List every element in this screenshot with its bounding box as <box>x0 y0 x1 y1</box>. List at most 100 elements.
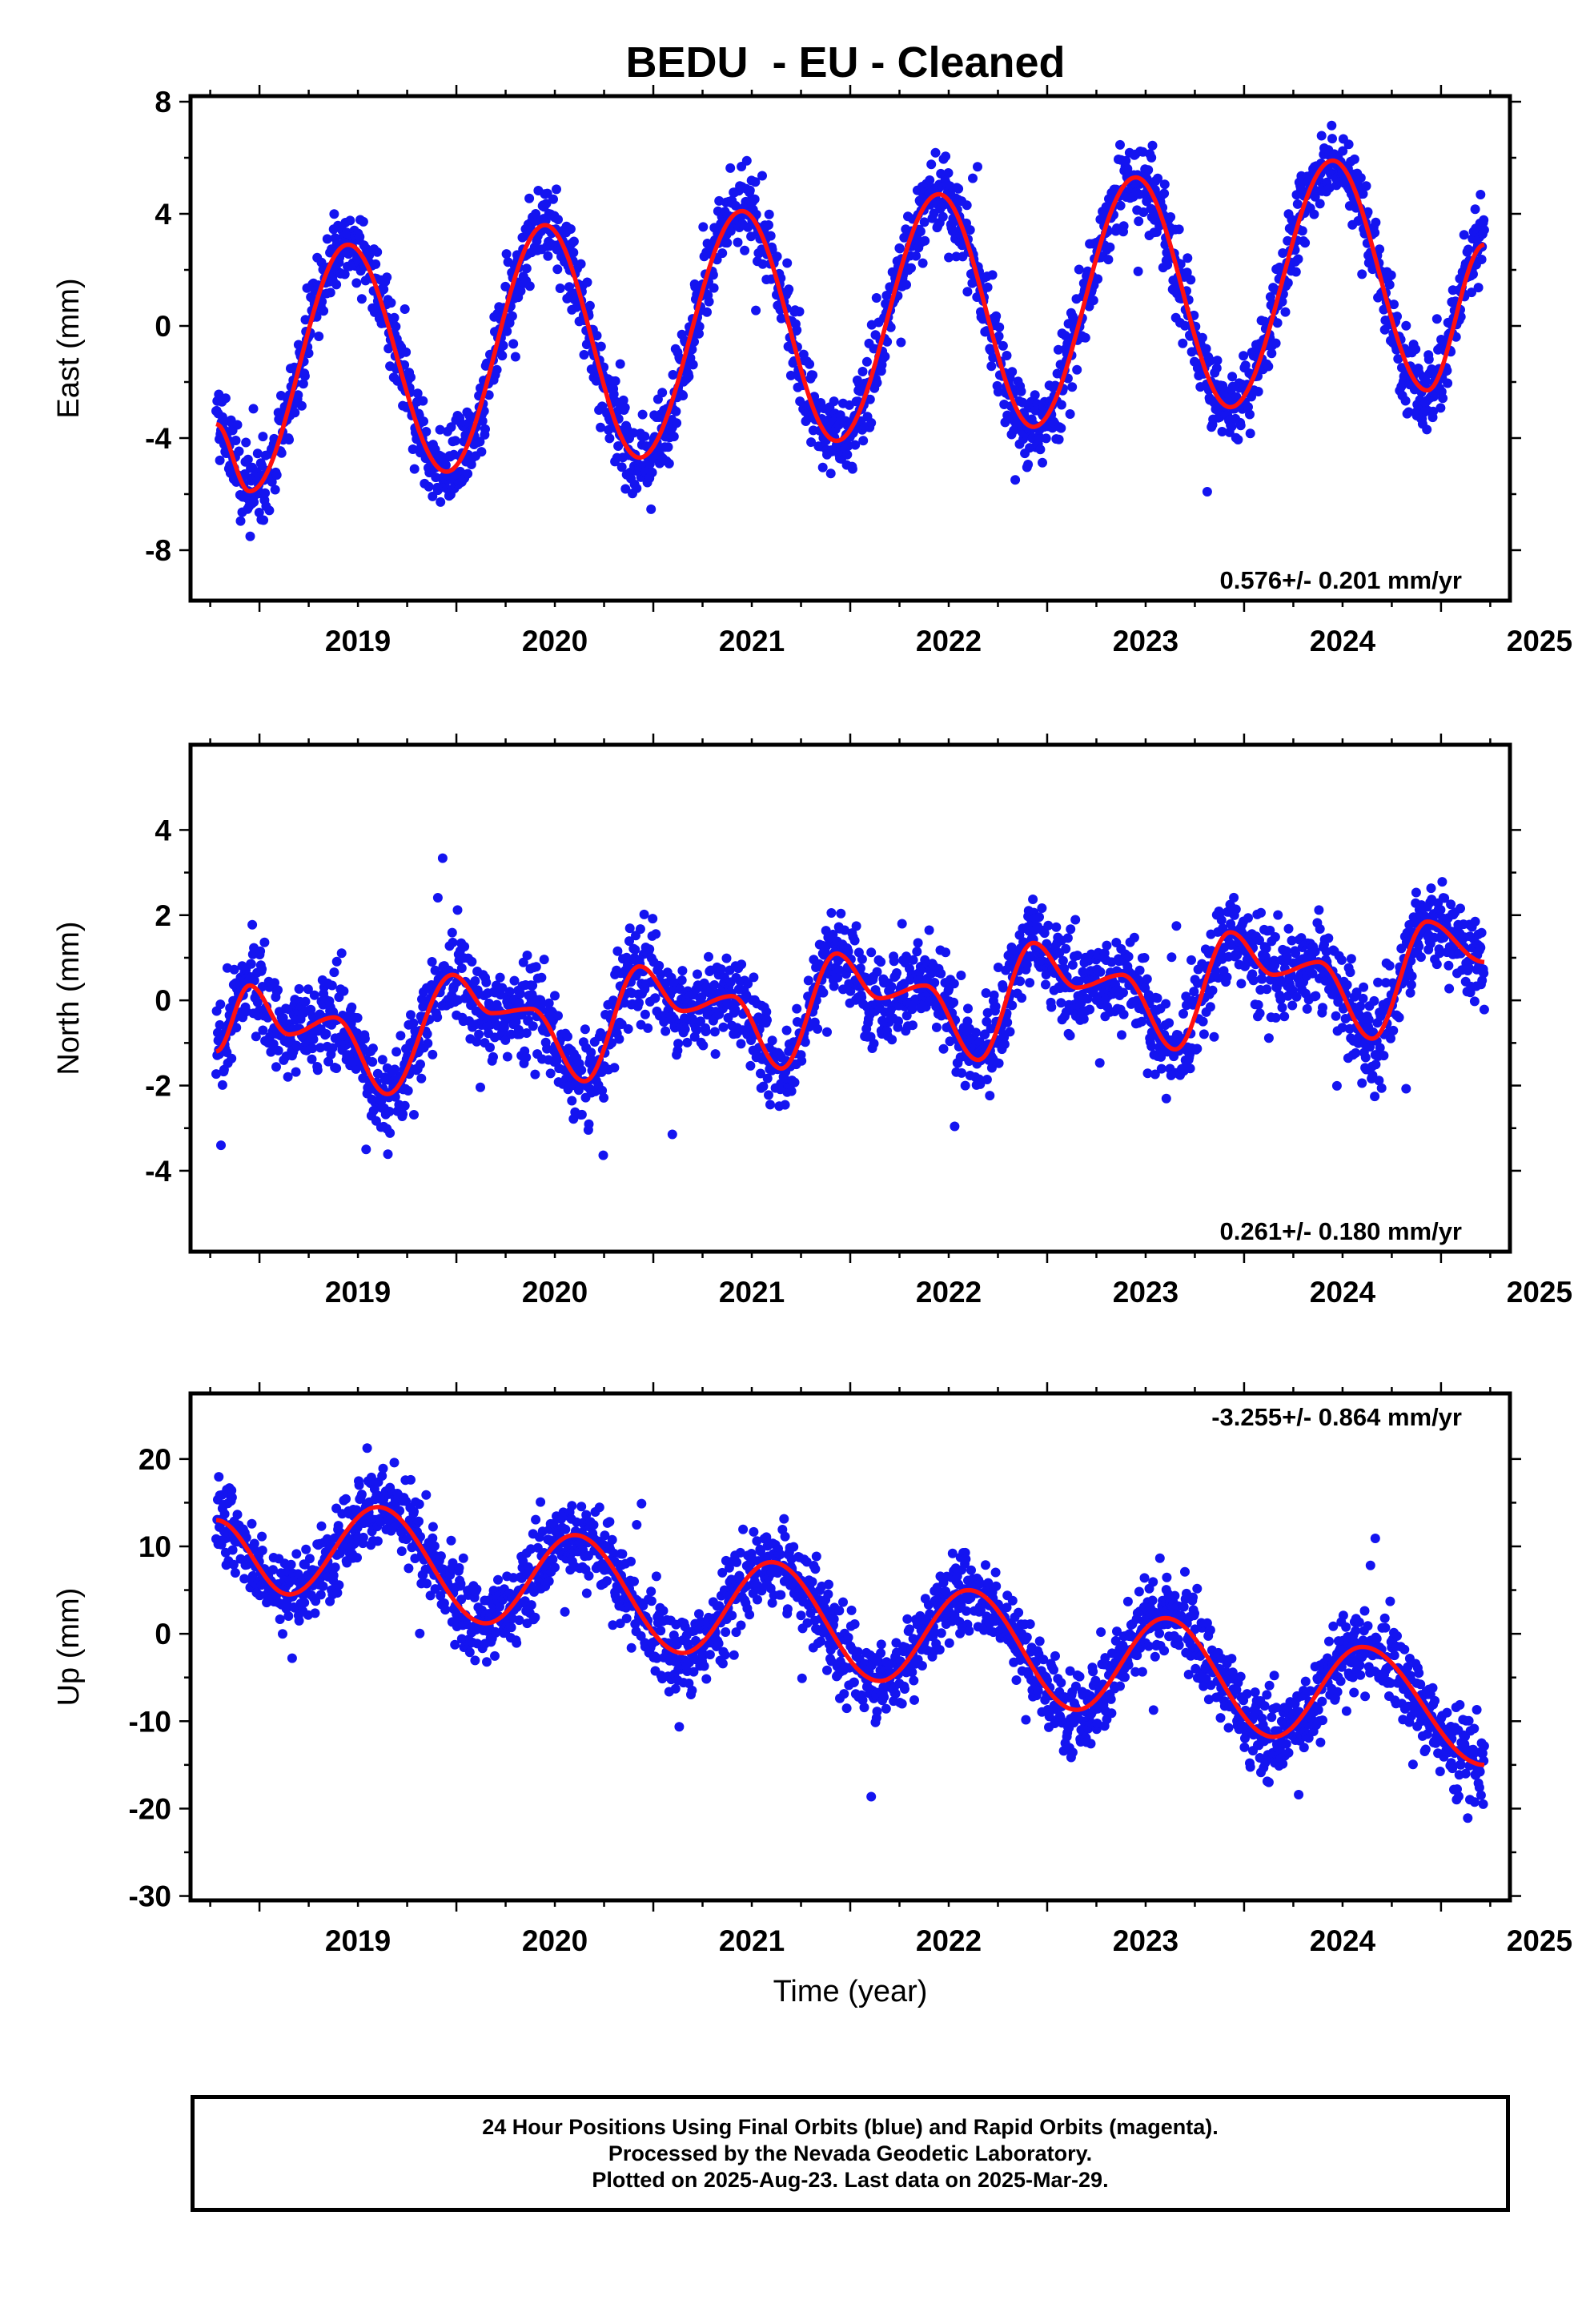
panel-0: 2019 2020 2021 2022 2023 2024 2025-8-4048East … <box>52 85 1572 657</box>
data-point <box>797 1055 807 1066</box>
data-point <box>1053 344 1063 355</box>
data-point <box>1150 1069 1160 1080</box>
data-point <box>521 1052 532 1063</box>
data-point <box>548 194 558 204</box>
data-point <box>379 284 389 295</box>
x-tick-label: 2023 <box>1113 1276 1178 1309</box>
data-point <box>322 234 332 244</box>
data-point <box>1371 1059 1381 1070</box>
data-point <box>673 1039 684 1049</box>
data-point <box>251 1031 261 1042</box>
data-point <box>829 981 839 991</box>
x-tick-label: 2025 <box>1507 625 1572 657</box>
data-point <box>258 432 268 442</box>
data-point <box>229 964 239 975</box>
data-point <box>794 307 805 317</box>
data-point <box>215 455 225 465</box>
data-point <box>1056 423 1066 433</box>
data-point <box>436 497 446 507</box>
data-point <box>428 1049 438 1059</box>
data-point <box>630 944 640 955</box>
data-point <box>650 993 661 1003</box>
data-point <box>552 264 563 275</box>
data-point <box>325 287 335 298</box>
data-point <box>1375 1043 1385 1053</box>
data-point <box>1074 976 1084 987</box>
data-point <box>843 947 853 957</box>
data-point <box>919 217 930 227</box>
data-point <box>1394 1012 1404 1023</box>
data-point <box>973 162 982 172</box>
data-point <box>260 488 271 498</box>
data-point <box>211 1069 221 1080</box>
data-point <box>1143 165 1154 175</box>
data-point <box>311 1596 321 1606</box>
data-point <box>866 418 877 428</box>
data-point <box>377 1055 387 1065</box>
data-point <box>597 1085 608 1096</box>
data-point <box>1022 959 1032 970</box>
data-point <box>257 1546 267 1555</box>
data-point <box>1134 216 1144 227</box>
data-point <box>1186 275 1196 285</box>
data-point <box>949 997 959 1007</box>
data-point <box>267 476 277 487</box>
data-point <box>1205 356 1215 366</box>
data-point <box>1115 200 1126 211</box>
data-point <box>542 188 552 199</box>
data-point <box>1261 943 1271 954</box>
data-point <box>677 966 688 976</box>
data-point <box>1444 983 1455 994</box>
data-point <box>957 1068 967 1078</box>
data-point <box>1405 987 1415 998</box>
x-tick-label: 2025 <box>1507 1276 1572 1309</box>
data-point <box>219 1509 230 1519</box>
data-point <box>672 418 682 428</box>
data-point <box>270 978 279 988</box>
data-point <box>235 516 246 526</box>
data-point <box>1287 935 1297 946</box>
data-point <box>776 313 786 324</box>
data-point <box>334 1580 344 1590</box>
data-point <box>1468 269 1478 279</box>
data-point <box>889 956 899 967</box>
data-point <box>1174 224 1184 235</box>
data-point <box>1015 976 1026 987</box>
data-point <box>615 359 625 369</box>
data-point <box>1082 994 1093 1004</box>
data-point <box>736 1039 746 1049</box>
data-point <box>1139 953 1150 963</box>
data-point <box>813 1023 823 1034</box>
data-point <box>591 376 601 386</box>
data-point <box>994 331 1004 341</box>
data-point <box>1118 987 1128 998</box>
data-point <box>296 400 307 411</box>
data-point <box>1384 960 1395 971</box>
data-point <box>563 1031 572 1042</box>
data-point <box>1257 974 1267 984</box>
panel-1: 2019 2020 2021 2022 2023 2024 2025-4-2024North… <box>52 734 1572 1309</box>
data-point <box>786 1086 797 1096</box>
data-point <box>347 1002 357 1012</box>
data-point <box>1307 968 1318 979</box>
data-point <box>361 1144 371 1155</box>
data-point <box>1280 307 1291 317</box>
data-point <box>245 531 255 541</box>
x-tick-label: 2019 <box>325 1276 391 1309</box>
data-point <box>1311 991 1321 1001</box>
data-point <box>1459 230 1469 240</box>
data-point <box>421 427 432 436</box>
data-point <box>684 372 694 382</box>
data-point <box>982 1075 992 1084</box>
data-point <box>663 442 673 452</box>
data-point <box>528 980 538 991</box>
data-point <box>722 238 733 248</box>
data-point <box>764 209 774 219</box>
data-point <box>1315 924 1325 934</box>
data-point <box>351 278 362 288</box>
data-point <box>1297 226 1307 236</box>
data-point <box>892 968 901 978</box>
data-point <box>352 1013 363 1023</box>
data-point <box>1370 227 1380 238</box>
data-point <box>1467 287 1476 298</box>
